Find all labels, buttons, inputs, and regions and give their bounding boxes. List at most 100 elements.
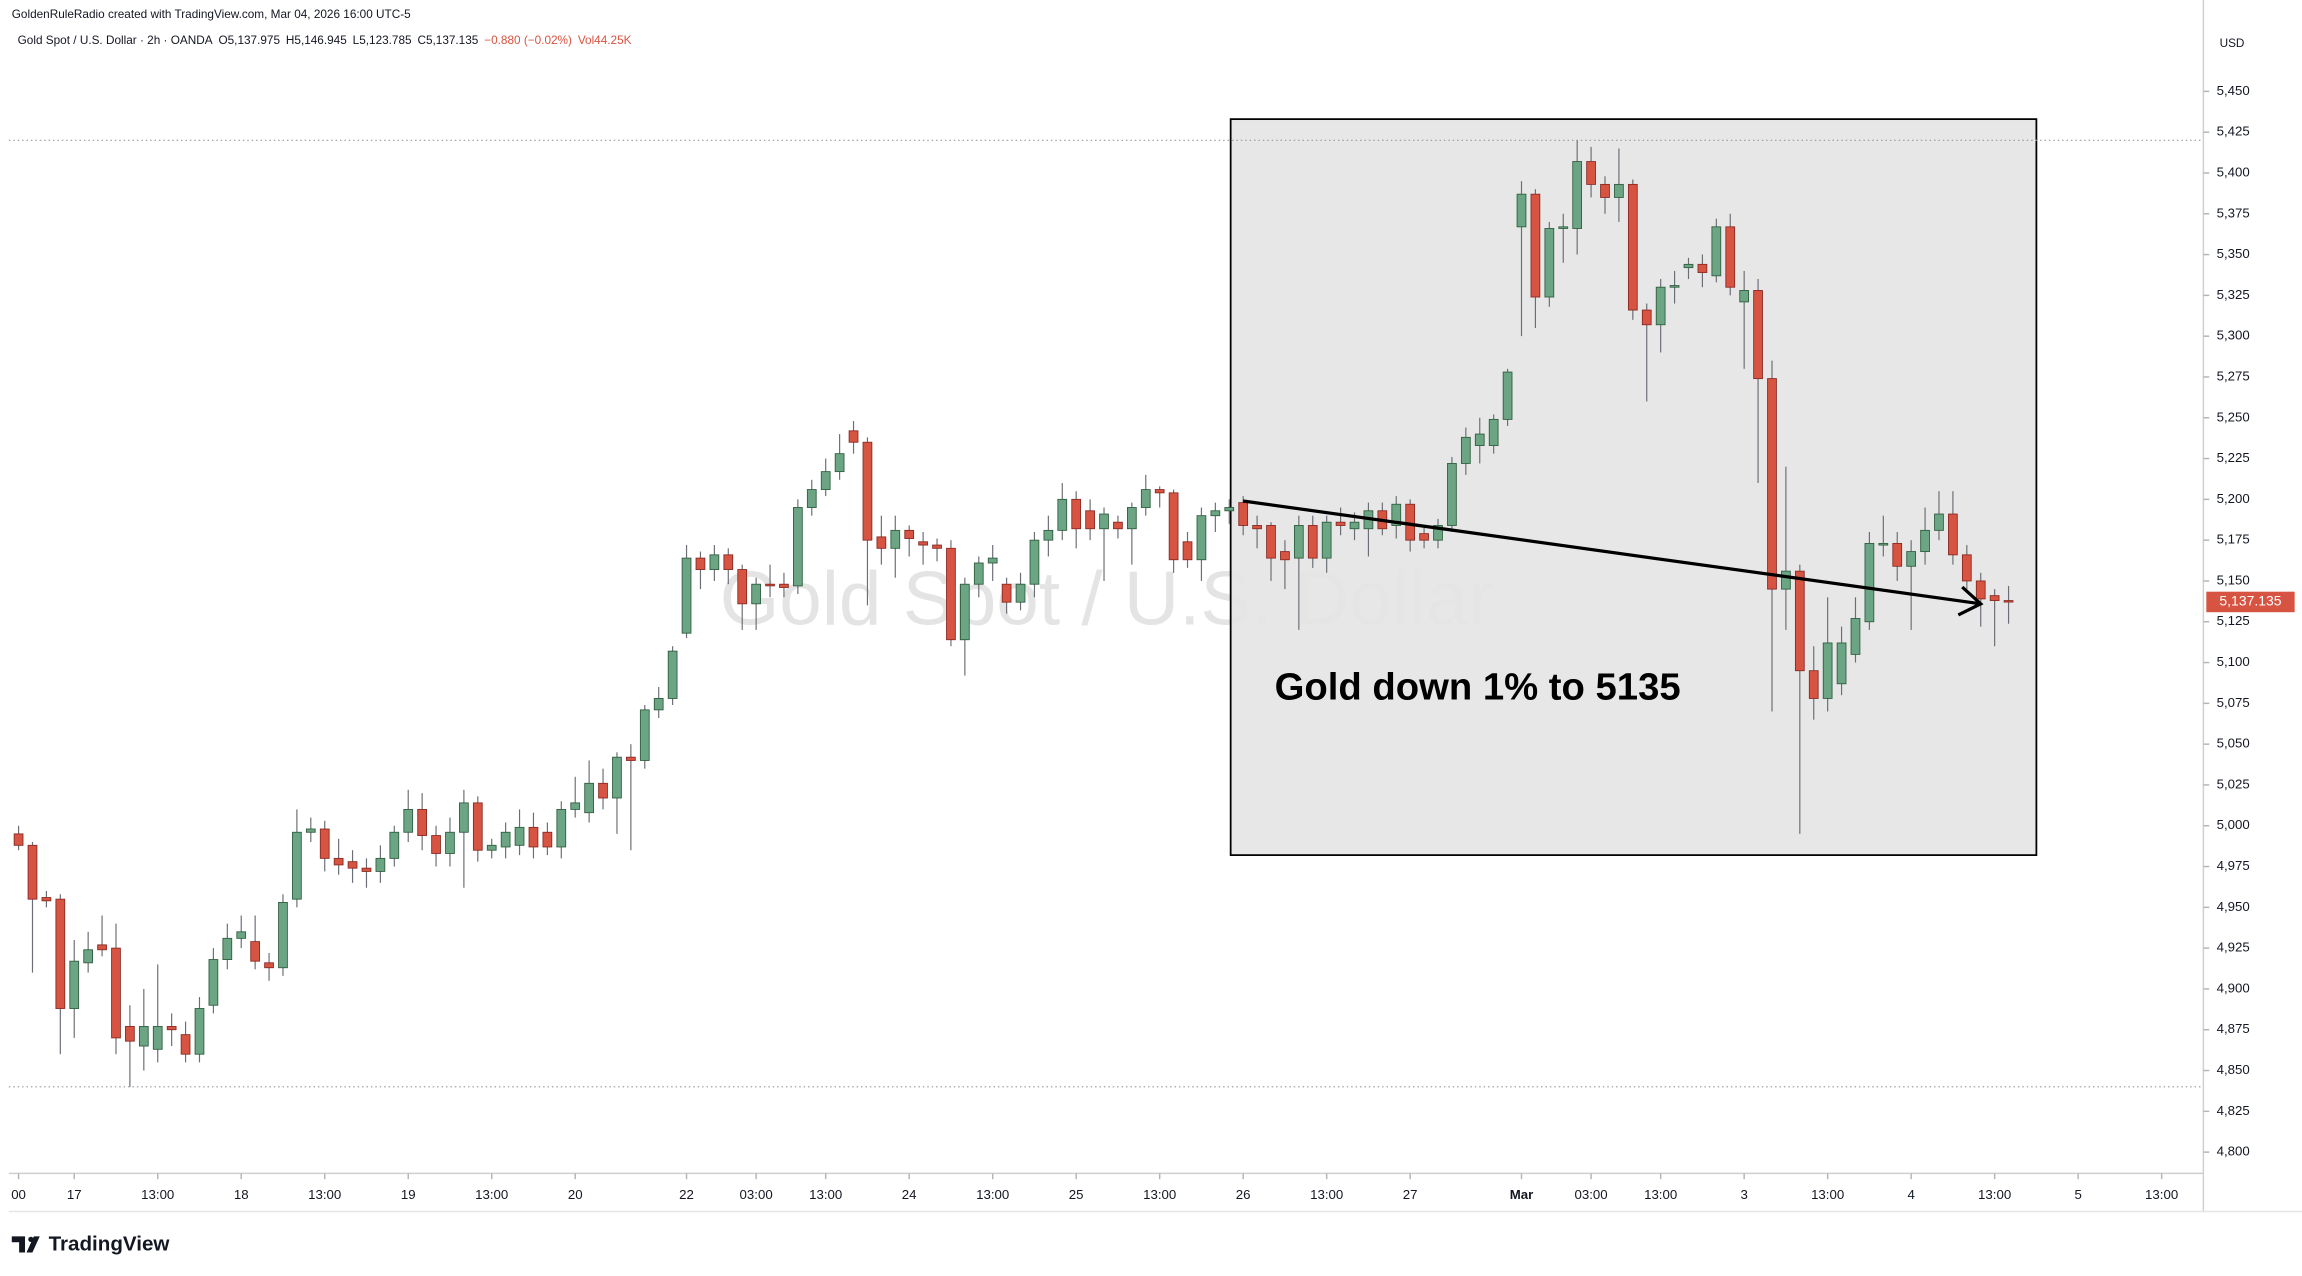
candle-body: [1516, 193, 1527, 228]
y-tick-label: 5,225: [2217, 450, 2250, 465]
candle-body: [1460, 436, 1471, 464]
brand-logo: TradingView: [11, 1233, 171, 1256]
symbol: Gold Spot / U.S. Dollar · 2h · OANDA: [18, 34, 213, 47]
candle-body: [793, 507, 803, 587]
x-tick-label: 00: [11, 1187, 26, 1202]
candle-body: [138, 1026, 149, 1047]
candle-body: [1655, 286, 1666, 326]
candle-body: [1488, 418, 1499, 446]
x-tick-label: 13:00: [308, 1187, 341, 1202]
candle-body: [876, 536, 887, 549]
candle-body: [1711, 226, 1722, 277]
candle-body: [834, 453, 845, 473]
x-tick-label: 26: [1236, 1187, 1251, 1202]
legend-value: C5,137.135: [417, 34, 478, 47]
candle-body: [417, 808, 427, 836]
candle-body: [1113, 521, 1123, 530]
candle-body: [1071, 498, 1082, 530]
candle-body: [1753, 290, 1763, 380]
candle-body: [1307, 525, 1318, 559]
candle-body: [472, 802, 483, 851]
y-tick-label: 4,900: [2217, 980, 2250, 995]
candle-body: [1210, 510, 1221, 517]
x-tick-label: 13:00: [1978, 1187, 2011, 1202]
candle-body: [1238, 502, 1249, 526]
candle-body: [1391, 503, 1402, 526]
candle-body: [1099, 513, 1109, 530]
x-tick-label: 13:00: [1811, 1187, 1844, 1202]
candle-body: [1572, 161, 1583, 229]
candle-body: [69, 960, 80, 1009]
candle-body: [166, 1026, 177, 1031]
candle-body: [626, 756, 636, 761]
candle-body: [13, 833, 24, 846]
x-tick-label: 13:00: [2145, 1187, 2178, 1202]
candle-body: [612, 756, 622, 799]
y-tick-label: 5,300: [2217, 328, 2250, 343]
candle-body: [1280, 551, 1290, 561]
candle-body: [361, 867, 372, 872]
last-price-label: 5,137.135: [2219, 593, 2281, 609]
candle-body: [528, 826, 539, 848]
candle-body: [584, 782, 594, 814]
candle-body: [1085, 510, 1095, 530]
candle-body: [1934, 513, 1944, 531]
y-tick-label: 5,275: [2217, 368, 2250, 383]
candle-body: [278, 901, 288, 969]
candle-body: [1419, 533, 1429, 541]
candle-body: [319, 828, 330, 859]
candle-body: [111, 947, 121, 1039]
x-tick-label: 25: [1069, 1187, 1084, 1202]
candle-body: [97, 944, 107, 951]
x-tick-label: 5: [2074, 1187, 2081, 1202]
y-tick-label: 5,400: [2217, 164, 2250, 179]
candle-body: [1683, 263, 1694, 269]
candle-body: [723, 554, 734, 570]
candle-body: [1697, 263, 1708, 273]
candle-body: [500, 831, 511, 848]
candle-body: [1126, 507, 1137, 530]
y-tick-label: 5,100: [2217, 654, 2250, 669]
ohlc-legend: Gold Spot / U.S. Dollar · 2h · OANDA O5,1…: [18, 34, 632, 47]
legend-value: O5,137.975: [218, 34, 280, 47]
candle-body: [1794, 570, 1805, 672]
y-tick-label: 5,325: [2217, 287, 2250, 302]
candle-body: [1961, 554, 1972, 582]
x-tick-label: 13:00: [1143, 1187, 1176, 1202]
candle-body: [1405, 503, 1416, 541]
candle-body: [1182, 541, 1193, 561]
candle-body: [667, 650, 678, 699]
candle-body: [27, 844, 38, 900]
candle-body: [1474, 433, 1485, 446]
candle-body: [960, 583, 970, 641]
candle-body: [236, 931, 247, 939]
candle-body: [2003, 600, 2014, 603]
candle-body: [1224, 507, 1235, 512]
candle-body: [848, 430, 859, 443]
candle-body: [1878, 542, 1889, 546]
candle-body: [1641, 309, 1652, 326]
candle-body: [973, 562, 984, 585]
brand: TradingView: [49, 1233, 171, 1256]
y-tick-label: 4,875: [2217, 1021, 2250, 1036]
y-tick-label: 4,925: [2217, 940, 2250, 955]
y-tick-label: 5,125: [2217, 613, 2250, 628]
candle-body: [1015, 583, 1026, 603]
candle-body: [1920, 529, 1930, 553]
y-tick-label: 4,850: [2217, 1062, 2250, 1077]
last-price-badge: [2206, 591, 2295, 613]
y-tick-label: 5,250: [2217, 409, 2250, 424]
candle-body: [333, 857, 344, 866]
candle-body: [765, 583, 775, 587]
candle-body: [1822, 642, 1833, 699]
candle-body: [1808, 670, 1819, 699]
y-tick-label: 5,000: [2217, 817, 2250, 832]
x-tick-label: Mar: [1510, 1187, 1534, 1202]
candle-body: [695, 557, 706, 570]
y-tick-label: 5,450: [2217, 83, 2250, 98]
currency: USD: [2220, 37, 2245, 50]
candle-body: [820, 471, 831, 491]
y-tick-label: 5,200: [2217, 491, 2250, 506]
candle-body: [431, 835, 441, 854]
